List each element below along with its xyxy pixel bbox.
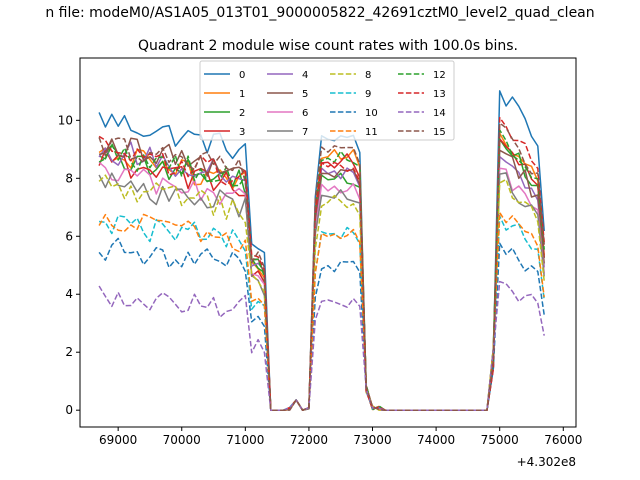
legend-label-14: 14 (433, 108, 446, 119)
legend-label-11: 11 (365, 127, 378, 138)
x-tick-label: 69000 (99, 433, 137, 447)
series-line-15 (98, 122, 545, 411)
x-tick-label: 76000 (544, 433, 582, 447)
legend-label-6: 6 (302, 108, 308, 119)
legend-label-10: 10 (365, 108, 378, 119)
series-line-10 (98, 237, 545, 411)
legend-label-13: 13 (433, 89, 446, 100)
y-tick-label: 2 (65, 345, 73, 359)
legend-label-5: 5 (302, 89, 308, 100)
x-tick-label: 70000 (163, 433, 201, 447)
series-line-14 (98, 280, 545, 411)
y-tick-label: 4 (65, 287, 73, 301)
legend-label-7: 7 (302, 127, 308, 138)
plot-frame (79, 57, 577, 428)
series-line-4 (98, 141, 545, 411)
y-axis: 0 2 4 6 8 10 (58, 113, 80, 417)
series-line-8 (98, 174, 545, 411)
series-line-9 (99, 214, 545, 411)
x-axis: 69000 70000 71000 72000 73000 74000 75000 76000 (99, 427, 582, 447)
legend-label-15: 15 (433, 127, 446, 138)
y-tick-label: 8 (65, 171, 73, 185)
legend-frame (199, 60, 455, 141)
x-tick-label: 73000 (353, 433, 391, 447)
x-axis-offset-label: +4.302e8 (517, 455, 576, 469)
series-line-7 (98, 172, 545, 411)
y-tick-label: 10 (58, 113, 73, 127)
legend-label-0: 0 (239, 70, 245, 81)
legend-label-8: 8 (365, 70, 371, 81)
x-tick-label: 72000 (290, 433, 328, 447)
series-layer (98, 90, 545, 411)
series-line-11 (98, 211, 545, 411)
y-tick-label: 0 (65, 403, 73, 417)
legend-label-3: 3 (239, 127, 245, 138)
legend-label-2: 2 (239, 108, 245, 119)
figure-suptitle: n file: modeM0/AS1A05_013T01_9000005822_… (45, 5, 594, 21)
legend-label-12: 12 (433, 70, 446, 81)
x-tick-label: 71000 (226, 433, 264, 447)
legend-label-9: 9 (365, 89, 371, 100)
x-tick-label: 74000 (417, 433, 455, 447)
x-tick-label: 75000 (481, 433, 519, 447)
legend-label-4: 4 (302, 70, 308, 81)
y-tick-label: 6 (65, 229, 73, 243)
chart-title: Quadrant 2 module wise count rates with … (138, 38, 518, 54)
legend-label-1: 1 (239, 89, 245, 100)
